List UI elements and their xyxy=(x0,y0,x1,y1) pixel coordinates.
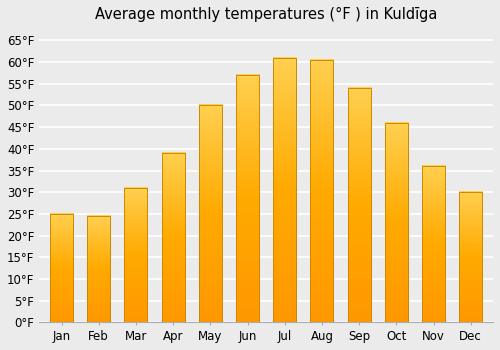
Bar xyxy=(87,216,110,322)
Bar xyxy=(273,58,296,322)
Bar xyxy=(124,188,148,322)
Bar xyxy=(236,75,259,322)
Bar xyxy=(162,153,184,322)
Bar xyxy=(50,214,73,322)
Bar xyxy=(385,123,408,322)
Bar xyxy=(459,192,482,322)
Bar xyxy=(422,166,445,322)
Bar xyxy=(348,88,370,322)
Bar xyxy=(310,60,334,322)
Bar xyxy=(199,105,222,322)
Title: Average monthly temperatures (°F ) in Kuldīga: Average monthly temperatures (°F ) in Ku… xyxy=(95,7,438,22)
